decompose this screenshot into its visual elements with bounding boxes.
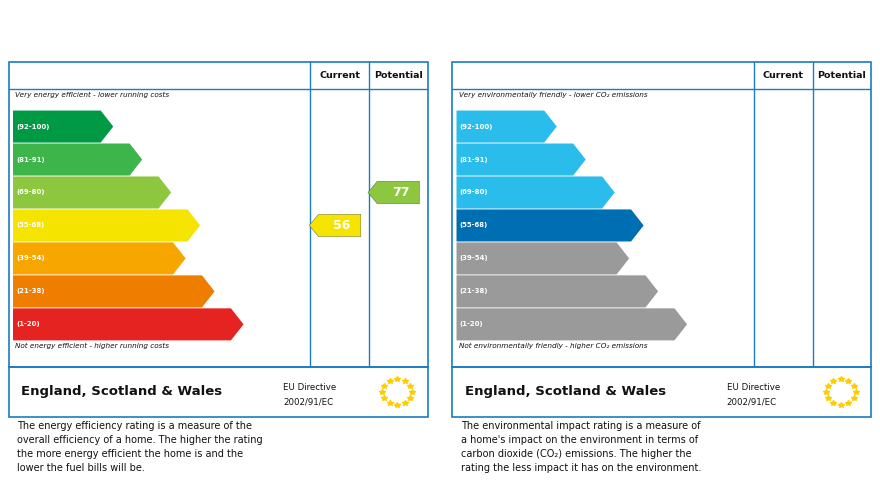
- Text: 77: 77: [392, 186, 409, 199]
- Text: B: B: [144, 153, 154, 166]
- Text: G: G: [689, 318, 700, 331]
- Text: Environmental Impact (CO₂) Rating: Environmental Impact (CO₂) Rating: [463, 23, 752, 38]
- Polygon shape: [13, 308, 244, 340]
- Text: Potential: Potential: [374, 71, 422, 80]
- Polygon shape: [457, 143, 586, 176]
- Text: (39-54): (39-54): [17, 255, 45, 261]
- Text: A: A: [559, 120, 569, 133]
- Polygon shape: [457, 243, 629, 275]
- Text: (81-91): (81-91): [17, 156, 45, 163]
- Text: Energy Efficiency Rating: Energy Efficiency Rating: [19, 23, 222, 38]
- Polygon shape: [457, 110, 557, 142]
- Text: (92-100): (92-100): [17, 124, 49, 130]
- Text: (21-38): (21-38): [460, 288, 488, 294]
- Polygon shape: [13, 276, 215, 308]
- Text: 56: 56: [334, 219, 350, 232]
- Text: F: F: [216, 285, 225, 298]
- Polygon shape: [13, 143, 143, 176]
- Text: 2002/91/EC: 2002/91/EC: [727, 397, 777, 406]
- Polygon shape: [309, 214, 361, 237]
- Text: Very energy efficient - lower running costs: Very energy efficient - lower running co…: [15, 92, 169, 98]
- Polygon shape: [457, 176, 614, 209]
- Polygon shape: [13, 176, 171, 209]
- Text: (69-80): (69-80): [460, 189, 488, 196]
- Text: Current: Current: [763, 71, 803, 80]
- Polygon shape: [457, 276, 658, 308]
- Text: EU Directive: EU Directive: [727, 383, 780, 391]
- Text: Not environmentally friendly - higher CO₂ emissions: Not environmentally friendly - higher CO…: [458, 343, 647, 349]
- Text: The energy efficiency rating is a measure of the
overall efficiency of a home. T: The energy efficiency rating is a measur…: [18, 421, 263, 473]
- Text: (92-100): (92-100): [460, 124, 493, 130]
- Polygon shape: [13, 210, 200, 242]
- Text: B: B: [588, 153, 598, 166]
- Text: (81-91): (81-91): [460, 156, 488, 163]
- Polygon shape: [13, 110, 114, 142]
- Text: E: E: [631, 252, 641, 265]
- Polygon shape: [13, 243, 186, 275]
- Text: 2002/91/EC: 2002/91/EC: [283, 397, 334, 406]
- Text: F: F: [660, 285, 669, 298]
- Text: E: E: [187, 252, 197, 265]
- Text: G: G: [246, 318, 256, 331]
- Text: EU Directive: EU Directive: [283, 383, 336, 391]
- Text: (1-20): (1-20): [17, 321, 40, 327]
- Text: (21-38): (21-38): [17, 288, 45, 294]
- Text: (39-54): (39-54): [460, 255, 488, 261]
- Text: (55-68): (55-68): [17, 222, 45, 228]
- Polygon shape: [457, 210, 643, 242]
- Text: Very environmentally friendly - lower CO₂ emissions: Very environmentally friendly - lower CO…: [458, 92, 647, 98]
- Text: England, Scotland & Wales: England, Scotland & Wales: [465, 386, 666, 398]
- Text: (1-20): (1-20): [460, 321, 483, 327]
- Text: (55-68): (55-68): [460, 222, 488, 228]
- Text: D: D: [202, 219, 213, 232]
- Text: The environmental impact rating is a measure of
a home's impact on the environme: The environmental impact rating is a mea…: [461, 421, 701, 473]
- Text: England, Scotland & Wales: England, Scotland & Wales: [21, 386, 223, 398]
- Text: Current: Current: [319, 71, 360, 80]
- Text: A: A: [115, 120, 126, 133]
- Text: C: C: [173, 186, 183, 199]
- Text: (69-80): (69-80): [17, 189, 45, 196]
- Polygon shape: [368, 181, 420, 204]
- Text: Potential: Potential: [818, 71, 866, 80]
- Text: C: C: [617, 186, 627, 199]
- Polygon shape: [457, 308, 687, 340]
- Text: D: D: [646, 219, 656, 232]
- Text: Not energy efficient - higher running costs: Not energy efficient - higher running co…: [15, 343, 169, 349]
